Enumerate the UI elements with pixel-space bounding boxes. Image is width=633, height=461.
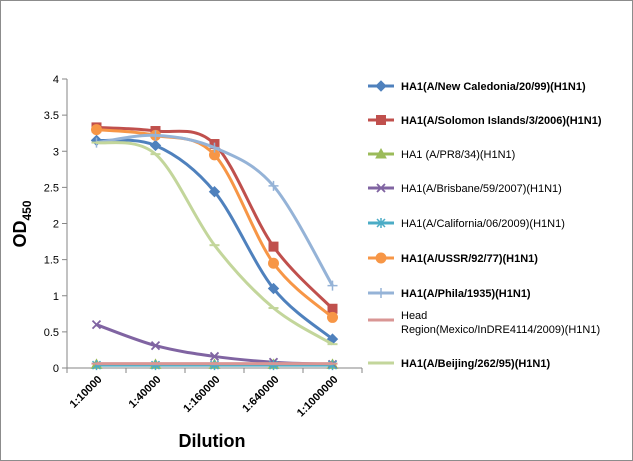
data-point [91, 124, 102, 136]
series-1 [90, 134, 339, 345]
legend-label: HA1 (A/PR8/34)(H1N1) [401, 149, 515, 161]
y-axis-title: OD450 [10, 200, 34, 247]
legend-marker [375, 147, 387, 159]
data-point [267, 282, 280, 295]
legend-item: HA1(A/USSR/92/77)(H1N1) [368, 252, 538, 265]
series-9 [91, 141, 338, 346]
y-tick-label: 2.5 [44, 182, 59, 194]
y-axis: 0 0.5 1 1.5 2 2.5 3 3.5 4 [44, 74, 68, 375]
data-point [150, 130, 161, 141]
legend-item: HA1(A/New Caledonia/20/99)(H1N1) [368, 80, 586, 93]
y-axis-title-subscript: 450 [20, 200, 34, 220]
legend-label: HA1(A/Phila/1935)(H1N1) [401, 288, 531, 300]
legend-item: HA1(A/Solomon Islands/3/2006)(H1N1) [368, 115, 602, 127]
x-tick-label: 1:1000000 [295, 374, 341, 420]
legend-label: HA1(A/California/06/2009)(H1N1) [401, 218, 565, 230]
legend-label: HA1(A/Solomon Islands/3/2006)(H1N1) [401, 115, 602, 127]
x-axis: 1:10000 1:40000 1:160000 1:640000 1:1000000 [66, 367, 363, 420]
legend-item: HA1 (A/PR8/34)(H1N1) [368, 147, 515, 161]
legend-label: Head [401, 310, 427, 322]
data-point [327, 311, 338, 323]
data-point [327, 280, 338, 291]
data-point [268, 180, 279, 191]
y-tick-label: 0.5 [44, 327, 59, 339]
data-point [91, 320, 102, 330]
x-tick-label: 1:40000 [127, 374, 164, 411]
legend-item: HA1(A/Beijing/262/95)(H1N1) [368, 358, 550, 370]
y-tick-label: 3 [53, 146, 59, 158]
x-axis-title: Dilution [179, 431, 246, 451]
series-6 [91, 124, 338, 323]
legend-label: HA1(A/USSR/92/77)(H1N1) [401, 253, 538, 265]
series-layer [90, 122, 339, 371]
legend-marker [376, 218, 386, 228]
y-tick-label: 0 [53, 363, 59, 375]
data-point [327, 303, 338, 314]
legend-marker [376, 183, 386, 193]
data-point [208, 186, 221, 198]
legend: HA1(A/New Caledonia/20/99)(H1N1) HA1(A/So… [368, 80, 602, 370]
data-point [209, 142, 220, 153]
y-tick-label: 4 [53, 74, 59, 86]
series-line [96, 133, 334, 287]
legend-label: HA1(A/New Caledonia/20/99)(H1N1) [401, 81, 586, 93]
legend-item: HA1(A/California/06/2009)(H1N1) [368, 218, 565, 230]
legend-item: Head Region(Mexico/InDRE4114/2009)(H1N1) [368, 310, 600, 336]
y-tick-label: 3.5 [44, 110, 59, 122]
y-tick-label: 2 [53, 219, 59, 231]
legend-marker [375, 252, 387, 264]
y-tick-label: 1.5 [44, 255, 59, 267]
legend-marker [376, 288, 386, 298]
legend-label: HA1(A/Brisbane/59/2007)(H1N1) [401, 183, 562, 195]
series-line [96, 141, 334, 346]
data-point [268, 241, 279, 252]
data-point [149, 139, 162, 152]
legend-marker [376, 115, 386, 125]
legend-label: Region(Mexico/InDRE4114/2009)(H1N1) [401, 324, 600, 336]
y-tick-label: 1 [53, 291, 59, 303]
data-point [209, 351, 220, 362]
legend-marker [375, 80, 387, 92]
x-tick-label: 1:640000 [240, 374, 281, 415]
legend-label: HA1(A/Beijing/262/95)(H1N1) [401, 358, 550, 370]
series-line [96, 138, 334, 341]
x-tick-label: 1:10000 [68, 374, 105, 411]
x-tick-label: 1:160000 [181, 374, 222, 415]
data-point [268, 257, 279, 269]
legend-item: HA1(A/Phila/1935)(H1N1) [368, 288, 531, 300]
y-axis-title-main: OD [10, 221, 30, 248]
series-line [96, 128, 334, 319]
data-point [150, 340, 161, 351]
legend-item: HA1(A/Brisbane/59/2007)(H1N1) [368, 183, 562, 195]
